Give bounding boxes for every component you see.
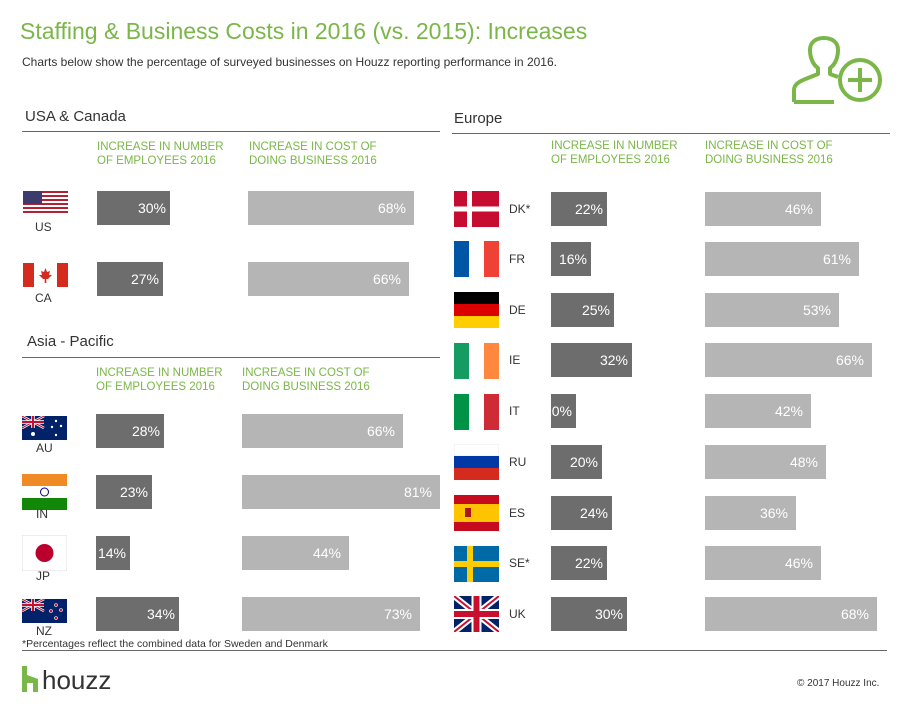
- nz-flag-icon: [22, 599, 67, 623]
- es-flag-icon: [454, 495, 499, 531]
- cost-bar: 66%: [705, 343, 872, 377]
- se-flag-icon: [454, 546, 499, 582]
- user-add-icon: [790, 36, 885, 106]
- section-title-europe: Europe: [454, 110, 503, 127]
- au-flag-icon: [22, 416, 67, 440]
- cost-bar: 68%: [248, 191, 414, 225]
- cost-bar: 66%: [242, 414, 403, 448]
- country-code-label: IE: [509, 353, 521, 367]
- us-flag-icon: [23, 191, 68, 215]
- cost-bar: 44%: [242, 536, 349, 570]
- country-code-label: US: [35, 220, 52, 234]
- country-code-label: IT: [509, 404, 520, 418]
- country-code-label: JP: [36, 569, 51, 583]
- employees-bar: 10%: [544, 394, 576, 428]
- employees-bar: 24%: [551, 496, 612, 530]
- country-code-label: AU: [36, 441, 53, 455]
- employees-bar: 30%: [551, 597, 627, 631]
- cost-bar: 46%: [705, 192, 821, 226]
- page-subtitle: Charts below show the percentage of surv…: [22, 55, 557, 69]
- cost-bar: 73%: [242, 597, 420, 631]
- country-code-label: UK: [509, 607, 526, 621]
- cost-bar: 36%: [705, 496, 796, 530]
- country-code-label: DK*: [509, 202, 531, 216]
- country-code-label: RU: [509, 455, 527, 469]
- country-code-label: CA: [35, 291, 52, 305]
- employees-bar: 20%: [551, 445, 602, 479]
- country-code-label: SE*: [509, 556, 530, 570]
- section-divider: [22, 131, 440, 132]
- cost-bar: 53%: [705, 293, 839, 327]
- employees-bar: 28%: [96, 414, 164, 448]
- cost-bar: 46%: [705, 546, 821, 580]
- cost-bar: 81%: [242, 475, 440, 509]
- cost-bar: 66%: [248, 262, 409, 296]
- houzz-logo-text: houzz: [42, 665, 112, 695]
- de-flag-icon: [454, 292, 499, 328]
- footer-divider: [22, 650, 887, 651]
- employees-bar: 32%: [551, 343, 632, 377]
- employees-bar: 22%: [551, 546, 607, 580]
- employees-bar: 27%: [97, 262, 163, 296]
- uk-flag-icon: [454, 596, 499, 632]
- employees-bar: 34%: [96, 597, 179, 631]
- it-flag-icon: [454, 394, 499, 430]
- country-code-label: ES: [509, 506, 526, 520]
- fr-flag-icon: [454, 241, 499, 277]
- column-header-cost: INCREASE IN COST OF DOING BUSINESS 2016: [705, 140, 833, 166]
- employees-bar: 23%: [96, 475, 152, 509]
- cost-bar: 42%: [705, 394, 811, 428]
- cost-bar: 68%: [705, 597, 877, 631]
- employees-bar: 22%: [551, 192, 607, 226]
- column-header-employees: INCREASE IN NUMBER OF EMPLOYEES 2016: [96, 367, 223, 393]
- column-header-cost: INCREASE IN COST OF DOING BUSINESS 2016: [242, 367, 370, 393]
- in-flag-icon: [22, 474, 67, 510]
- employees-bar: 25%: [551, 293, 614, 327]
- houzz-logo-icon: [22, 666, 38, 692]
- employees-bar: 30%: [97, 191, 170, 225]
- cost-bar: 48%: [705, 445, 826, 479]
- country-code-label: NZ: [36, 624, 52, 638]
- footnote: *Percentages reflect the combined data f…: [22, 638, 328, 650]
- column-header-cost: INCREASE IN COST OF DOING BUSINESS 2016: [249, 141, 377, 167]
- section-divider: [452, 133, 890, 134]
- ru-flag-icon: [454, 444, 499, 480]
- column-header-employees: INCREASE IN NUMBER OF EMPLOYEES 2016: [551, 140, 678, 166]
- employees-bar: 16%: [551, 242, 591, 276]
- section-divider: [22, 357, 440, 358]
- country-code-label: DE: [509, 303, 526, 317]
- ie-flag-icon: [454, 343, 499, 379]
- dk-flag-icon: [454, 191, 499, 227]
- cost-bar: 61%: [705, 242, 859, 276]
- section-title-usa-canada: USA & Canada: [25, 108, 126, 125]
- employees-bar: 14%: [96, 536, 130, 570]
- copyright: © 2017 Houzz Inc.: [797, 678, 880, 689]
- column-header-employees: INCREASE IN NUMBER OF EMPLOYEES 2016: [97, 141, 224, 167]
- section-title-asia-pacific: Asia - Pacific: [27, 333, 114, 350]
- country-code-label: FR: [509, 252, 525, 266]
- jp-flag-icon: [22, 535, 67, 571]
- page-title: Staffing & Business Costs in 2016 (vs. 2…: [20, 18, 588, 44]
- ca-flag-icon: [23, 263, 68, 287]
